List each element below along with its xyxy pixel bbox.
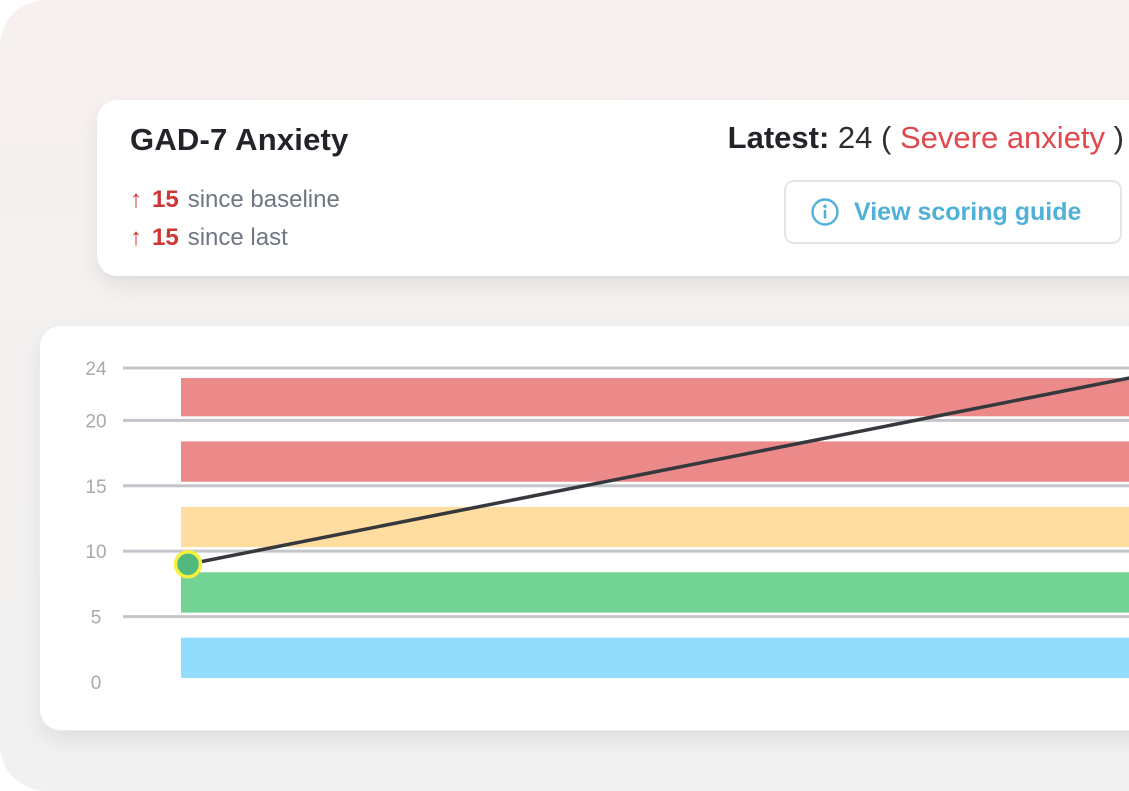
y-tick-label: 5 — [91, 608, 102, 629]
score-trend-chart: 0 5 10 15 20 24 — [39, 325, 1129, 731]
latest-value: 24 — [837, 120, 873, 155]
view-scoring-guide-button[interactable]: View scoring guide — [784, 180, 1122, 244]
delta-value: 15 — [152, 186, 179, 213]
latest-score: Latest: 24 ( Severe anxiety ) — [728, 120, 1124, 156]
delta-label: since baseline — [187, 186, 340, 213]
assessment-title: GAD-7 Anxiety — [130, 122, 349, 157]
delta-value: 15 — [152, 224, 179, 251]
y-tick-label: 15 — [85, 477, 106, 498]
severity-band-moderately-severe — [181, 441, 1129, 482]
info-icon — [811, 198, 839, 226]
arrow-up-icon: ↑ — [130, 186, 142, 213]
severity-label: Severe anxiety — [899, 120, 1106, 155]
delta-since-last: ↑ 15 since last — [130, 224, 288, 252]
y-tick-label: 24 — [85, 359, 107, 380]
severity-band-severe — [181, 378, 1129, 417]
latest-label: Latest: — [727, 120, 830, 155]
view-scoring-guide-label: View scoring guide — [854, 197, 1082, 226]
y-tick-label: 10 — [85, 542, 106, 563]
delta-since-baseline: ↑ 15 since baseline — [130, 186, 340, 214]
chart-canvas: 0 5 10 15 20 24 — [85, 359, 1129, 694]
y-tick-label: 20 — [85, 411, 106, 432]
score-summary-card: GAD-7 Anxiety ↑ 15 since baseline ↑ 15 s… — [97, 100, 1129, 276]
y-tick-label: 0 — [91, 673, 102, 694]
severity-band-moderate — [181, 506, 1129, 548]
data-point-marker — [173, 550, 203, 579]
arrow-up-icon: ↑ — [130, 224, 142, 251]
delta-label: since last — [187, 224, 288, 251]
open-paren: ( — [881, 120, 892, 155]
close-paren: ) — [1113, 120, 1124, 155]
severity-band-mild — [181, 572, 1129, 613]
score-trend-line — [186, 376, 1129, 566]
severity-band-minimal — [181, 637, 1129, 678]
